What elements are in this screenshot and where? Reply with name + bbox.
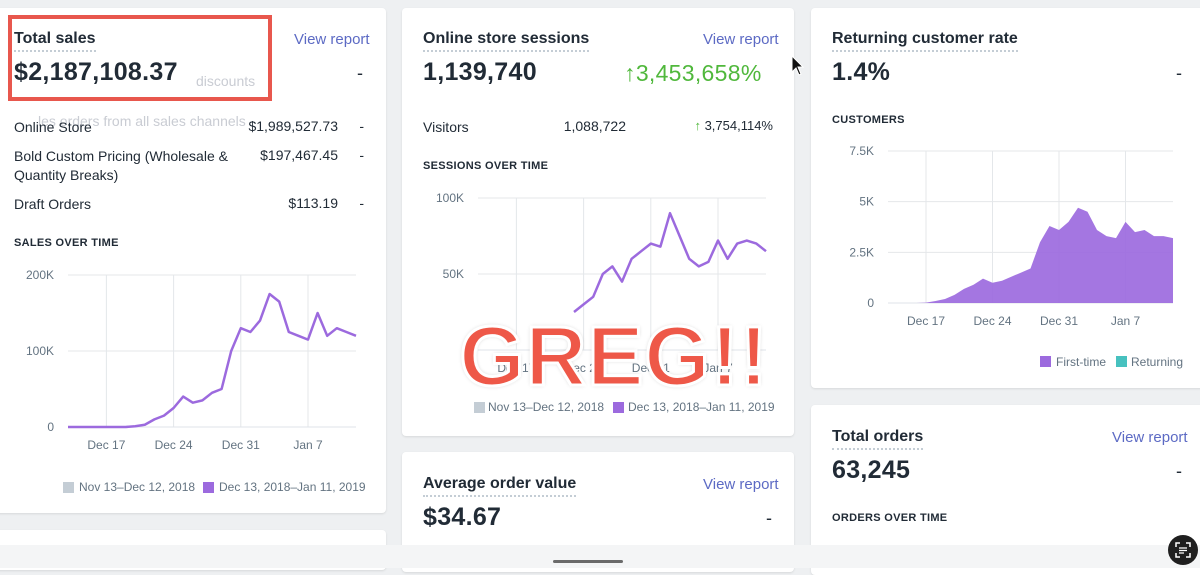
orders-view-report-link[interactable]: View report — [1112, 429, 1188, 446]
scroll-handle[interactable] — [553, 560, 623, 563]
total-sales-title[interactable]: Total sales — [14, 30, 96, 52]
legend-current-label: Dec 13, 2018–Jan 11, 2019 — [219, 480, 366, 494]
legend-previous-label: Nov 13–Dec 12, 2018 — [488, 400, 604, 414]
y-tick-label: 200K — [26, 268, 54, 282]
aov-delta: - — [766, 508, 772, 528]
sessions-card — [402, 8, 794, 436]
visitors-value: 1,088,722 — [563, 118, 626, 134]
aov-value: $34.67 — [423, 503, 502, 531]
row-online-store-delta: - — [359, 118, 364, 134]
first-time-area — [888, 207, 1173, 303]
row-bold-pricing-label: Bold Custom Pricing (Wholesale & Quantit… — [14, 148, 228, 183]
x-tick-label: Dec 24 — [565, 361, 603, 375]
legend-first-time-label: First-time — [1056, 355, 1106, 369]
x-tick-label: Dec 17 — [907, 314, 945, 328]
sessions-view-report-link[interactable]: View report — [703, 31, 779, 48]
y-tick-label: 0 — [47, 420, 54, 434]
row-bold-pricing-value: $197,467.45 — [260, 147, 338, 163]
arrow-up-icon: ↑ — [694, 118, 705, 133]
legend-swatch-returning — [1116, 356, 1127, 367]
row-draft-orders-delta: - — [359, 195, 364, 211]
x-tick-label: Dec 24 — [973, 314, 1011, 328]
x-tick-label: Dec 31 — [222, 438, 260, 452]
visitors-delta: ↑ 3,754,114% — [660, 118, 773, 133]
customers-chart: 0 2.5K 5K 7.5K Dec 17 Dec 24 Dec 31 Jan 7 First… — [849, 144, 1183, 369]
y-tick-label: 5K — [859, 195, 874, 209]
total-sales-view-report-link[interactable]: View report — [294, 31, 370, 48]
mouse-cursor-icon — [791, 55, 805, 76]
returning-card — [811, 8, 1200, 388]
total-sales-highlight-box — [8, 15, 272, 101]
legend-returning-label: Returning — [1131, 355, 1183, 369]
legend-current-label: Dec 13, 2018–Jan 11, 2019 — [628, 400, 775, 414]
x-tick-label: Dec 31 — [632, 361, 670, 375]
returning-title[interactable]: Returning customer rate — [832, 30, 1018, 52]
x-tick-label: Jan 7 — [293, 438, 323, 452]
customers-ticks: 0 2.5K 5K 7.5K Dec 17 Dec 24 Dec 31 Jan 7 — [849, 144, 1140, 328]
sessions-over-time-caption: SESSIONS OVER TIME — [423, 160, 549, 172]
row-online-store-value: $1,989,527.73 — [248, 118, 338, 134]
x-tick-label: Jan 7 — [703, 361, 733, 375]
y-tick-label: 2.5K — [849, 245, 874, 259]
legend-swatch-first-time — [1040, 356, 1051, 367]
text-scan-icon[interactable] — [1168, 535, 1198, 565]
sessions-delta-value: 3,453,658% — [635, 60, 762, 86]
arrow-up-icon: ↑ — [624, 60, 636, 86]
x-tick-label: Jan 7 — [1111, 314, 1141, 328]
y-tick-label: 50K — [443, 267, 464, 281]
aov-view-report-link[interactable]: View report — [703, 476, 779, 493]
row-bold-pricing-delta: - — [359, 147, 364, 163]
x-tick-label: Dec 17 — [87, 438, 125, 452]
total-sales-value: $2,187,108.37 — [14, 58, 178, 86]
legend-swatch-current — [203, 482, 214, 493]
sessions-grid — [478, 197, 766, 351]
faded-discounts-text: discounts — [196, 73, 256, 89]
legend-swatch-current — [613, 402, 624, 413]
legend-previous-label: Nov 13–Dec 12, 2018 — [79, 480, 195, 494]
y-tick-label: 0 — [867, 296, 874, 310]
orders-title[interactable]: Total orders — [832, 428, 924, 450]
sessions-over-time-chart: 50K 100K Dec 17 Dec 24 Dec 31 Jan 7 Nov 13–De… — [436, 191, 775, 414]
sales-over-time-caption: SALES OVER TIME — [14, 237, 119, 249]
aov-title[interactable]: Average order value — [423, 475, 577, 497]
returning-delta: - — [1176, 63, 1182, 83]
visitors-label: Visitors — [423, 119, 469, 135]
orders-over-time-caption: ORDERS OVER TIME — [832, 512, 948, 524]
sales-series-line — [68, 292, 357, 429]
legend-swatch-previous — [474, 402, 485, 413]
scan-glyph-icon — [1175, 542, 1191, 558]
x-tick-label: Dec 17 — [497, 361, 535, 375]
y-tick-label: 100K — [26, 344, 54, 358]
sales-grid — [68, 274, 356, 428]
greg-overlay-text: GREG!! — [458, 308, 769, 405]
sessions-value: 1,139,740 — [423, 58, 537, 86]
returning-value: 1.4% — [832, 58, 891, 86]
total-sales-delta: - — [357, 63, 363, 83]
sessions-series-line — [573, 211, 767, 313]
bottom-bar — [0, 545, 1200, 568]
y-tick-label: 100K — [436, 191, 464, 205]
y-tick-label: 7.5K — [849, 144, 874, 158]
row-draft-orders-label: Draft Orders — [14, 196, 92, 212]
orders-delta: - — [1176, 461, 1182, 481]
row-draft-orders-value: $113.19 — [288, 195, 338, 211]
customers-caption: CUSTOMERS — [832, 114, 905, 126]
faded-sales-channels-text: les orders from all sales channels — [38, 113, 246, 129]
total-sales-card — [0, 8, 386, 513]
orders-value: 63,245 — [832, 456, 911, 484]
legend-swatch-previous — [63, 482, 74, 493]
sessions-ticks: 50K 100K Dec 17 Dec 24 Dec 31 Jan 7 — [436, 191, 733, 375]
row-online-store-label: Online Store — [14, 119, 92, 135]
x-tick-label: Dec 24 — [155, 438, 193, 452]
x-tick-label: Dec 31 — [1040, 314, 1078, 328]
sessions-title[interactable]: Online store sessions — [423, 30, 590, 52]
visitors-delta-value: 3,754,114% — [704, 118, 773, 133]
sales-ticks: 0 100K 200K Dec 17 Dec 24 Dec 31 Jan 7 — [26, 268, 323, 452]
sessions-delta: ↑3,453,658% — [624, 60, 762, 87]
sales-over-time-chart: 0 100K 200K Dec 17 Dec 24 Dec 31 Jan 7 Nov 13–… — [26, 268, 366, 494]
